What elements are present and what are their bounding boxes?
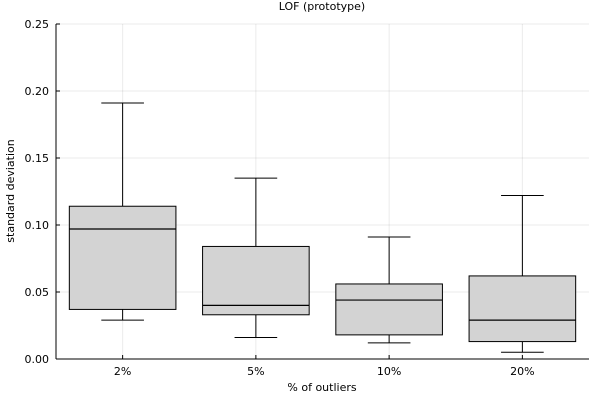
y-tick-label: 0.25 (25, 18, 50, 31)
y-tick-label: 0.00 (25, 353, 50, 366)
tick-labels: 0.00 0.05 0.10 0.15 0.20 0.25 2% 5% 10% 20% (25, 18, 535, 378)
box-2% (68, 102, 177, 321)
y-axis-title: standard deviation (4, 139, 17, 242)
x-tick-label: 2% (114, 365, 131, 378)
axes-layer (55, 24, 589, 360)
interquartile-box (202, 245, 310, 316)
x-tick-label: 10% (377, 365, 401, 378)
interquartile-box (468, 275, 577, 343)
y-tick-label: 0.10 (25, 219, 50, 232)
y-tick-label: 0.15 (25, 152, 50, 165)
chart-title: LOF (prototype) (279, 0, 365, 13)
boxes-layer (68, 102, 577, 353)
box-5% (202, 177, 310, 339)
interquartile-box (335, 283, 443, 336)
x-tick-label: 5% (247, 365, 264, 378)
box-20% (468, 195, 577, 353)
interquartile-box (68, 205, 177, 310)
x-tick-label: 20% (510, 365, 534, 378)
x-axis-title: % of outliers (287, 381, 356, 394)
y-tick-label: 0.05 (25, 286, 50, 299)
box-10% (335, 236, 443, 344)
y-tick-label: 0.20 (25, 85, 50, 98)
